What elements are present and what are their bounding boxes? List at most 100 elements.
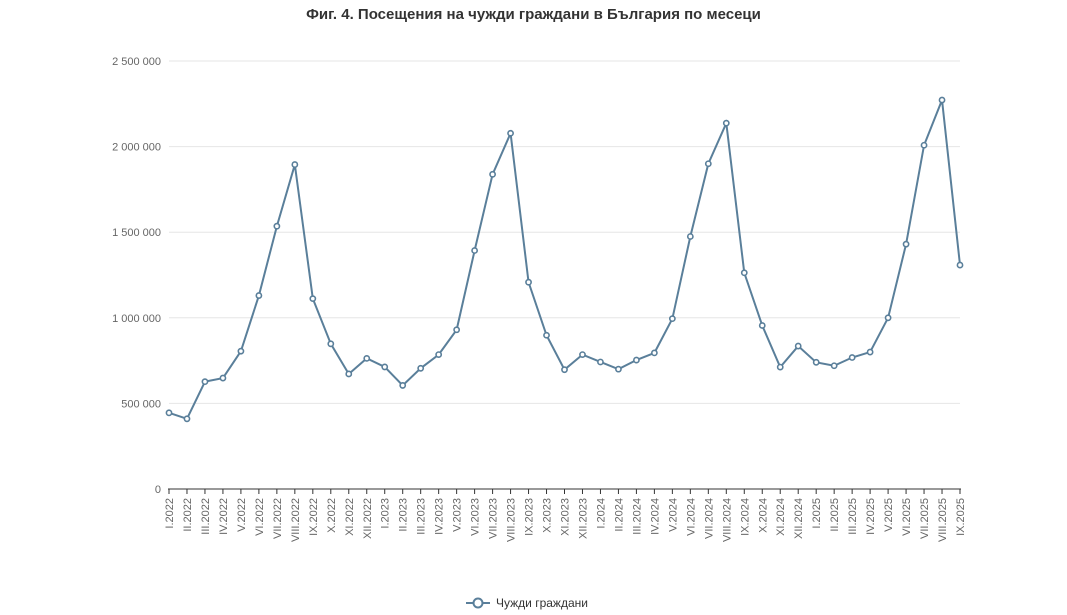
data-point[interactable]	[201, 378, 209, 386]
x-tick-label: VI.2024	[685, 498, 697, 536]
data-point[interactable]	[884, 314, 892, 322]
data-point[interactable]	[561, 366, 568, 374]
x-tick-label: VIII.2024	[721, 498, 733, 542]
x-tick-label: VII.2024	[703, 498, 715, 539]
data-point[interactable]	[471, 247, 479, 254]
data-point[interactable]	[435, 351, 443, 359]
data-point[interactable]	[686, 233, 694, 240]
data-point[interactable]	[183, 415, 191, 423]
x-tick-label: I.2025	[811, 498, 823, 529]
data-point[interactable]	[776, 363, 784, 371]
x-tick-label: III.2023	[416, 498, 428, 535]
x-tick-label: V.2022	[236, 498, 248, 532]
x-tick-label: IX.2022	[308, 498, 320, 536]
x-tick-label: IV.2022	[218, 498, 230, 535]
data-point[interactable]	[507, 129, 514, 137]
data-point[interactable]	[273, 222, 281, 230]
data-point[interactable]	[615, 365, 622, 373]
x-tick-label: IX.2024	[739, 498, 751, 536]
x-tick-label: V.2024	[667, 498, 679, 532]
data-point[interactable]	[255, 292, 263, 299]
data-point[interactable]	[758, 322, 766, 329]
data-point[interactable]	[633, 356, 640, 364]
grid-lines	[169, 60, 960, 404]
y-tick-label: 2 500 000	[112, 56, 161, 68]
x-tick-label: V.2025	[883, 498, 895, 532]
data-point[interactable]	[219, 374, 227, 382]
legend-marker-icon	[472, 597, 484, 609]
data-point[interactable]	[812, 358, 820, 366]
y-axis-ticks: 0 500 000 1 000 000 1 500 000 2 000 000 2 500…	[112, 56, 161, 496]
x-tick-label: IV.2024	[649, 498, 661, 535]
chart-title: Фиг. 4. Посещения на чужди граждани в Бъ…	[306, 6, 761, 23]
data-point[interactable]	[291, 161, 299, 168]
x-tick-label: VI.2025	[901, 498, 913, 536]
data-point[interactable]	[309, 295, 317, 303]
x-tick-label: III.2024	[631, 498, 643, 535]
x-tick-label: VII.2023	[488, 498, 500, 539]
data-point[interactable]	[237, 347, 245, 355]
data-point[interactable]	[453, 326, 461, 334]
x-tick-label: II.2022	[182, 498, 194, 532]
x-tick-label: IV.2025	[865, 498, 877, 535]
x-tick-label: II.2024	[613, 498, 625, 532]
data-point[interactable]	[722, 119, 730, 127]
data-point[interactable]	[830, 362, 838, 370]
x-tick-label: IX.2023	[524, 498, 536, 536]
data-point[interactable]	[597, 358, 604, 366]
x-tick-label: VI.2023	[470, 498, 482, 536]
x-tick-label: X.2022	[326, 498, 338, 533]
x-tick-label: I.2023	[380, 498, 392, 529]
x-tick-label: VII.2025	[919, 498, 931, 539]
data-point[interactable]	[525, 278, 532, 286]
y-tick-label: 2 000 000	[112, 142, 161, 154]
x-tick-label: XI.2024	[775, 498, 787, 536]
data-point[interactable]	[345, 370, 353, 378]
x-tick-label: XII.2023	[577, 498, 589, 539]
data-point[interactable]	[363, 354, 371, 362]
legend-label: Чужди граждани	[496, 596, 588, 610]
x-tick-label: XI.2023	[560, 498, 572, 536]
y-tick-label: 0	[155, 484, 161, 496]
series-points	[165, 96, 964, 423]
x-tick-label: III.2025	[847, 498, 859, 535]
data-point[interactable]	[920, 141, 928, 149]
x-tick-label: X.2024	[757, 498, 769, 533]
data-point[interactable]	[381, 363, 389, 371]
legend[interactable]: Чужди граждани	[466, 596, 588, 610]
data-point[interactable]	[848, 354, 856, 361]
data-point[interactable]	[740, 269, 748, 277]
x-tick-label: X.2023	[542, 498, 554, 533]
x-tick-label: XII.2024	[793, 498, 805, 539]
data-point[interactable]	[704, 160, 712, 168]
data-point[interactable]	[417, 364, 425, 372]
y-tick-label: 1 000 000	[112, 313, 161, 325]
data-point[interactable]	[668, 315, 676, 323]
data-point[interactable]	[794, 342, 802, 350]
x-axis-ticks: I.2022 II.2022 III.2022 IV.2022 V.2022 VI.202…	[164, 489, 967, 542]
x-tick-label: VIII.2022	[290, 498, 302, 542]
x-tick-label: XII.2022	[362, 498, 374, 539]
data-point[interactable]	[165, 409, 173, 417]
x-tick-label: VIII.2025	[937, 498, 949, 542]
x-tick-label: IX.2025	[955, 498, 967, 536]
x-tick-label: V.2023	[452, 498, 464, 532]
data-point[interactable]	[902, 240, 910, 248]
data-point[interactable]	[489, 170, 496, 178]
data-point[interactable]	[327, 340, 335, 348]
x-tick-label: XI.2022	[344, 498, 356, 536]
x-tick-label: II.2025	[829, 498, 841, 532]
x-tick-label: IV.2023	[434, 498, 446, 535]
data-point[interactable]	[956, 261, 964, 269]
x-tick-label: I.2024	[595, 498, 607, 529]
data-point[interactable]	[650, 349, 658, 357]
data-point[interactable]	[399, 382, 407, 389]
data-point[interactable]	[938, 96, 946, 104]
y-tick-label: 500 000	[121, 398, 161, 410]
data-point[interactable]	[579, 351, 586, 359]
x-tick-label: VI.2022	[254, 498, 266, 536]
data-point[interactable]	[543, 331, 550, 339]
data-point[interactable]	[866, 348, 874, 356]
y-tick-label: 1 500 000	[112, 227, 161, 239]
